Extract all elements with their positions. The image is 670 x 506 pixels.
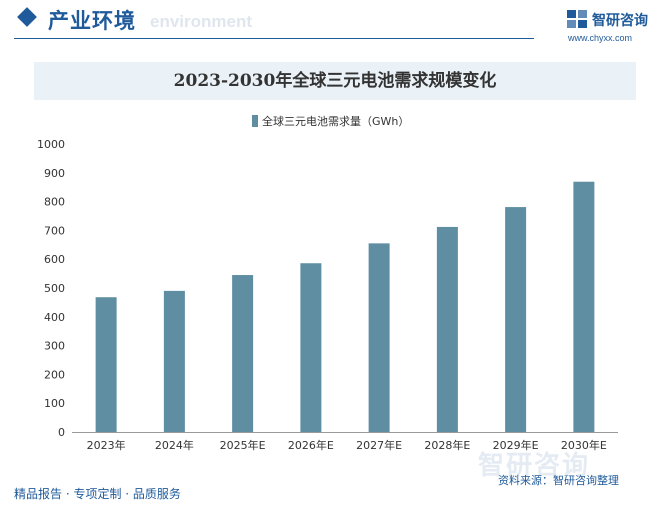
chart-title-band: 2023-2030年全球三元电池需求规模变化 xyxy=(34,62,636,100)
y-tick-label: 0 xyxy=(58,426,65,439)
bar xyxy=(95,297,117,432)
x-tick-label: 2025年E xyxy=(220,438,266,452)
y-tick-label: 800 xyxy=(44,196,65,209)
x-tick-label: 2026年E xyxy=(288,438,334,452)
bar xyxy=(368,243,390,432)
header-divider xyxy=(14,38,534,39)
section-header: 产业环境 environment 智研咨询 www.chyxx.com xyxy=(0,0,670,44)
y-tick-label: 100 xyxy=(44,397,65,410)
y-tick-label: 200 xyxy=(44,368,65,381)
legend-swatch xyxy=(252,115,258,127)
footer-slogan: 精品报告 · 专项定制 · 品质服务 xyxy=(14,487,181,501)
bar xyxy=(505,207,527,432)
x-tick-label: 2030年E xyxy=(561,438,607,452)
x-tick-label: 2029年E xyxy=(493,438,539,452)
legend-label: 全球三元电池需求量（GWh） xyxy=(262,115,410,128)
y-tick-label: 700 xyxy=(44,224,65,237)
brand-logo: 智研咨询 www.chyxx.com xyxy=(566,8,666,44)
bar xyxy=(232,275,254,432)
brand-logo-url: www.chyxx.com xyxy=(568,33,633,43)
brand-logo-name: 智研咨询 xyxy=(592,13,648,29)
chart-legend: 全球三元电池需求量（GWh） xyxy=(252,114,409,128)
brand-logo-icon xyxy=(567,10,587,28)
section-title: 产业环境 xyxy=(48,9,136,33)
bar xyxy=(436,226,458,432)
section-subtitle: environment xyxy=(150,12,253,31)
bar xyxy=(300,263,322,432)
y-tick-label: 500 xyxy=(44,282,65,295)
x-tick-label: 2027年E xyxy=(356,438,402,452)
y-tick-label: 300 xyxy=(44,340,65,353)
data-source: 资料来源：智研咨询整理 xyxy=(498,474,619,487)
x-tick-label: 2023年 xyxy=(87,438,126,452)
y-tick-label: 400 xyxy=(44,311,65,324)
chart-title: 2023-2030年全球三元电池需求规模变化 xyxy=(173,71,497,91)
y-tick-label: 900 xyxy=(44,167,65,180)
bar xyxy=(163,290,185,432)
bar xyxy=(573,181,595,432)
x-tick-label: 2024年 xyxy=(155,438,194,452)
x-tick-label: 2028年E xyxy=(424,438,470,452)
y-tick-label: 1000 xyxy=(37,138,65,151)
watermark: 智研咨询 xyxy=(478,451,591,481)
y-tick-label: 600 xyxy=(44,253,65,266)
